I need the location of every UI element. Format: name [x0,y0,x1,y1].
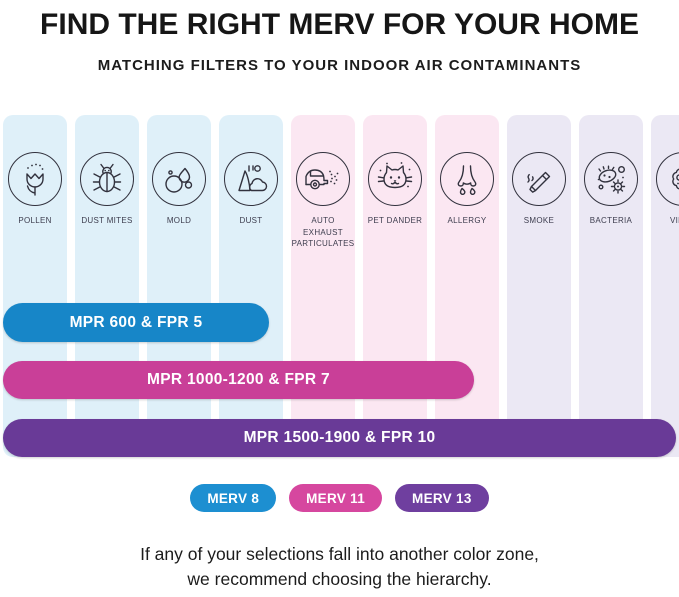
bar-label: MPR 1000-1200 & FPR 7 [147,371,330,388]
footer-note: If any of your selections fall into anot… [0,542,679,591]
mpr-bar-merv13: MPR 1500-1900 & FPR 10 [3,419,676,457]
bacteria-icon [584,152,638,206]
column-label: PET DANDER [367,216,423,225]
merv-legend: MERV 8 MERV 11 MERV 13 [0,484,679,512]
column-label: SMOKE [523,216,555,225]
column-pet-dander: PET DANDER [363,115,427,457]
merv-13-badge: MERV 13 [395,484,489,512]
column-label: ALLERGY [447,216,487,225]
column-dust: DUST [219,115,283,457]
auto-exhaust-icon [296,152,350,206]
column-pollen: POLLEN [3,115,67,457]
smoke-icon [512,152,566,206]
column-label: DUST [239,216,263,225]
merv-chart: POLLEN DUST MITES [3,115,679,457]
column-label: BACTERIA [589,216,633,225]
merv-11-badge: MERV 11 [289,484,383,512]
dust-icon [224,152,278,206]
bar-label: MPR 1500-1900 & FPR 10 [243,429,436,446]
column-dust-mites: DUST MITES [75,115,139,457]
column-label: DUST MITES [81,216,133,225]
column-allergy: ALLERGY [435,115,499,457]
merv-8-badge: MERV 8 [190,484,277,512]
column-mold: MOLD [147,115,211,457]
mpr-bar-merv8: MPR 600 & FPR 5 [3,303,269,342]
column-label: MOLD [166,216,192,225]
badge-label: MERV 8 [207,490,260,506]
column-label: AUTO EXHAUST PARTICULATES [291,216,355,249]
bar-label: MPR 600 & FPR 5 [69,313,203,331]
contaminant-columns: POLLEN DUST MITES [3,115,679,457]
page-subtitle: MATCHING FILTERS TO YOUR INDOOR AIR CONT… [97,57,582,74]
allergy-icon [440,152,494,206]
column-label: VIRUS [670,216,679,225]
virus-icon [656,152,679,206]
page-title: FIND THE RIGHT MERV FOR YOUR HOME [40,8,639,41]
badge-label: MERV 13 [412,490,472,506]
pet-dander-icon [368,152,422,206]
column-smoke: SMOKE [507,115,571,457]
dust-mites-icon [80,152,134,206]
footer-line-1: If any of your selections fall into anot… [140,544,539,564]
mpr-bar-merv11: MPR 1000-1200 & FPR 7 [3,361,474,399]
badge-label: MERV 11 [306,490,366,506]
pollen-icon [8,152,62,206]
column-auto-exhaust: AUTO EXHAUST PARTICULATES [291,115,355,457]
column-bacteria: BACTERIA [579,115,643,457]
mold-icon [152,152,206,206]
footer-line-2: we recommend choosing the hierarchy. [187,568,492,589]
column-label: POLLEN [18,216,52,225]
column-virus: VIRUS [651,115,679,457]
